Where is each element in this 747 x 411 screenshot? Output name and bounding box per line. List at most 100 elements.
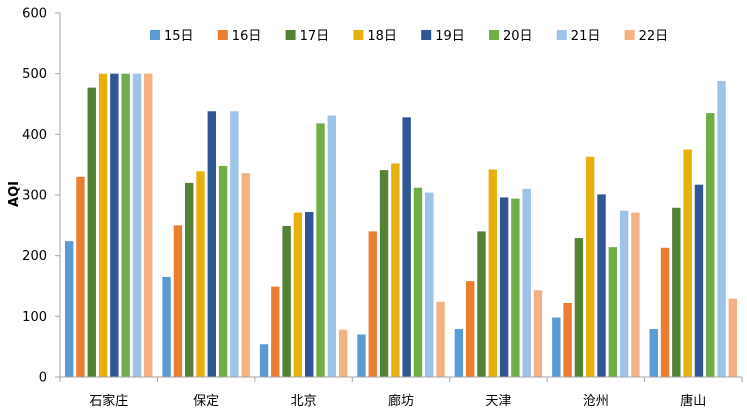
- bar: [98, 73, 108, 378]
- bar: [728, 298, 738, 377]
- bar: [694, 184, 704, 377]
- bar-groups: [64, 73, 738, 378]
- bar: [631, 212, 640, 377]
- bar: [522, 188, 531, 377]
- legend-item: 19日: [421, 29, 465, 44]
- bar: [563, 302, 572, 377]
- bar: [477, 231, 486, 377]
- y-axis: [55, 12, 61, 378]
- bar: [305, 211, 314, 377]
- bar-group: [162, 111, 250, 377]
- legend-item: 16日: [217, 29, 262, 44]
- bar: [574, 238, 584, 377]
- legend-swatch: [624, 30, 635, 40]
- bar: [586, 156, 595, 377]
- legend-swatch: [150, 30, 160, 40]
- legend-item: 17日: [285, 29, 330, 44]
- x-category-label: 保定: [193, 394, 219, 409]
- bar: [465, 281, 475, 377]
- x-axis: [59, 376, 743, 382]
- bar: [368, 231, 377, 377]
- legend-swatch: [556, 30, 567, 40]
- bar: [207, 111, 216, 377]
- bar: [488, 169, 497, 377]
- bar: [293, 212, 303, 377]
- legend-swatch: [489, 30, 499, 40]
- bar: [533, 290, 543, 377]
- bar: [649, 329, 658, 377]
- bar: [241, 173, 250, 377]
- x-category-label: 石家庄: [89, 393, 128, 409]
- legend-item: 20日: [489, 29, 533, 44]
- bar: [173, 225, 183, 377]
- x-category-label: 沧州: [583, 393, 609, 409]
- y-tick-label: 0: [39, 371, 47, 386]
- bar: [162, 276, 171, 377]
- bar-group: [649, 80, 738, 378]
- legend-item: 22日: [624, 29, 669, 44]
- legend-label: 21日: [571, 29, 601, 44]
- legend-swatch: [217, 30, 228, 40]
- legend-label: 20日: [503, 29, 533, 44]
- bar: [379, 170, 389, 377]
- bar: [619, 210, 629, 377]
- bar: [608, 247, 618, 377]
- bar-group: [357, 117, 445, 377]
- x-category-label: 廊坊: [388, 393, 414, 409]
- bar: [327, 115, 337, 377]
- legend-label: 22日: [639, 29, 669, 44]
- bar: [87, 87, 96, 378]
- y-axis-title: AQI: [7, 181, 22, 207]
- bar: [196, 171, 205, 377]
- bar: [660, 247, 670, 377]
- bar: [132, 73, 142, 378]
- bar: [64, 241, 74, 377]
- y-tick-labels: 0 100 200 300 400 500 600: [22, 7, 47, 386]
- bar: [672, 207, 681, 377]
- x-category-label: 唐山: [680, 393, 706, 409]
- bar: [413, 187, 423, 377]
- bar: [110, 73, 119, 378]
- legend-label: 15日: [164, 29, 194, 44]
- legend-label: 19日: [435, 29, 465, 44]
- bar: [717, 80, 726, 378]
- legend-label: 16日: [232, 29, 262, 44]
- legend-item: 15日: [150, 29, 194, 44]
- bar: [259, 344, 269, 377]
- legend: 15日 16日 17日 18日 19日 20日 21日 22日: [150, 29, 668, 44]
- legend-item: 18日: [353, 29, 397, 44]
- bar: [425, 192, 434, 377]
- legend-label: 18日: [367, 29, 397, 44]
- y-tick-label: 500: [22, 67, 47, 82]
- x-category-label: 北京: [291, 394, 317, 409]
- bar: [597, 194, 606, 377]
- bar: [391, 163, 400, 377]
- bar: [402, 117, 411, 377]
- bar-group: [64, 73, 153, 378]
- bar-group: [454, 169, 543, 377]
- bar: [499, 197, 509, 377]
- bar: [144, 73, 153, 378]
- bar: [436, 301, 445, 377]
- legend-swatch: [353, 30, 364, 40]
- y-tick-label: 200: [22, 249, 47, 264]
- bar: [552, 317, 561, 377]
- y-tick-label: 400: [22, 128, 47, 143]
- bar: [230, 111, 239, 377]
- legend-swatch: [285, 30, 296, 40]
- bar-group: [552, 156, 640, 377]
- bar: [271, 286, 280, 377]
- bar: [76, 176, 85, 377]
- y-tick-label: 100: [22, 310, 47, 325]
- legend-label: 17日: [300, 29, 330, 44]
- x-category-labels: 石家庄 保定 北京 廊坊 天津 沧州 唐山: [89, 393, 706, 409]
- bar: [683, 149, 692, 377]
- bar: [316, 123, 325, 377]
- legend-item: 21日: [556, 29, 601, 44]
- bar: [338, 329, 348, 377]
- bar: [511, 198, 520, 377]
- legend-swatch: [421, 30, 432, 40]
- bar: [706, 113, 715, 377]
- bar: [282, 225, 291, 377]
